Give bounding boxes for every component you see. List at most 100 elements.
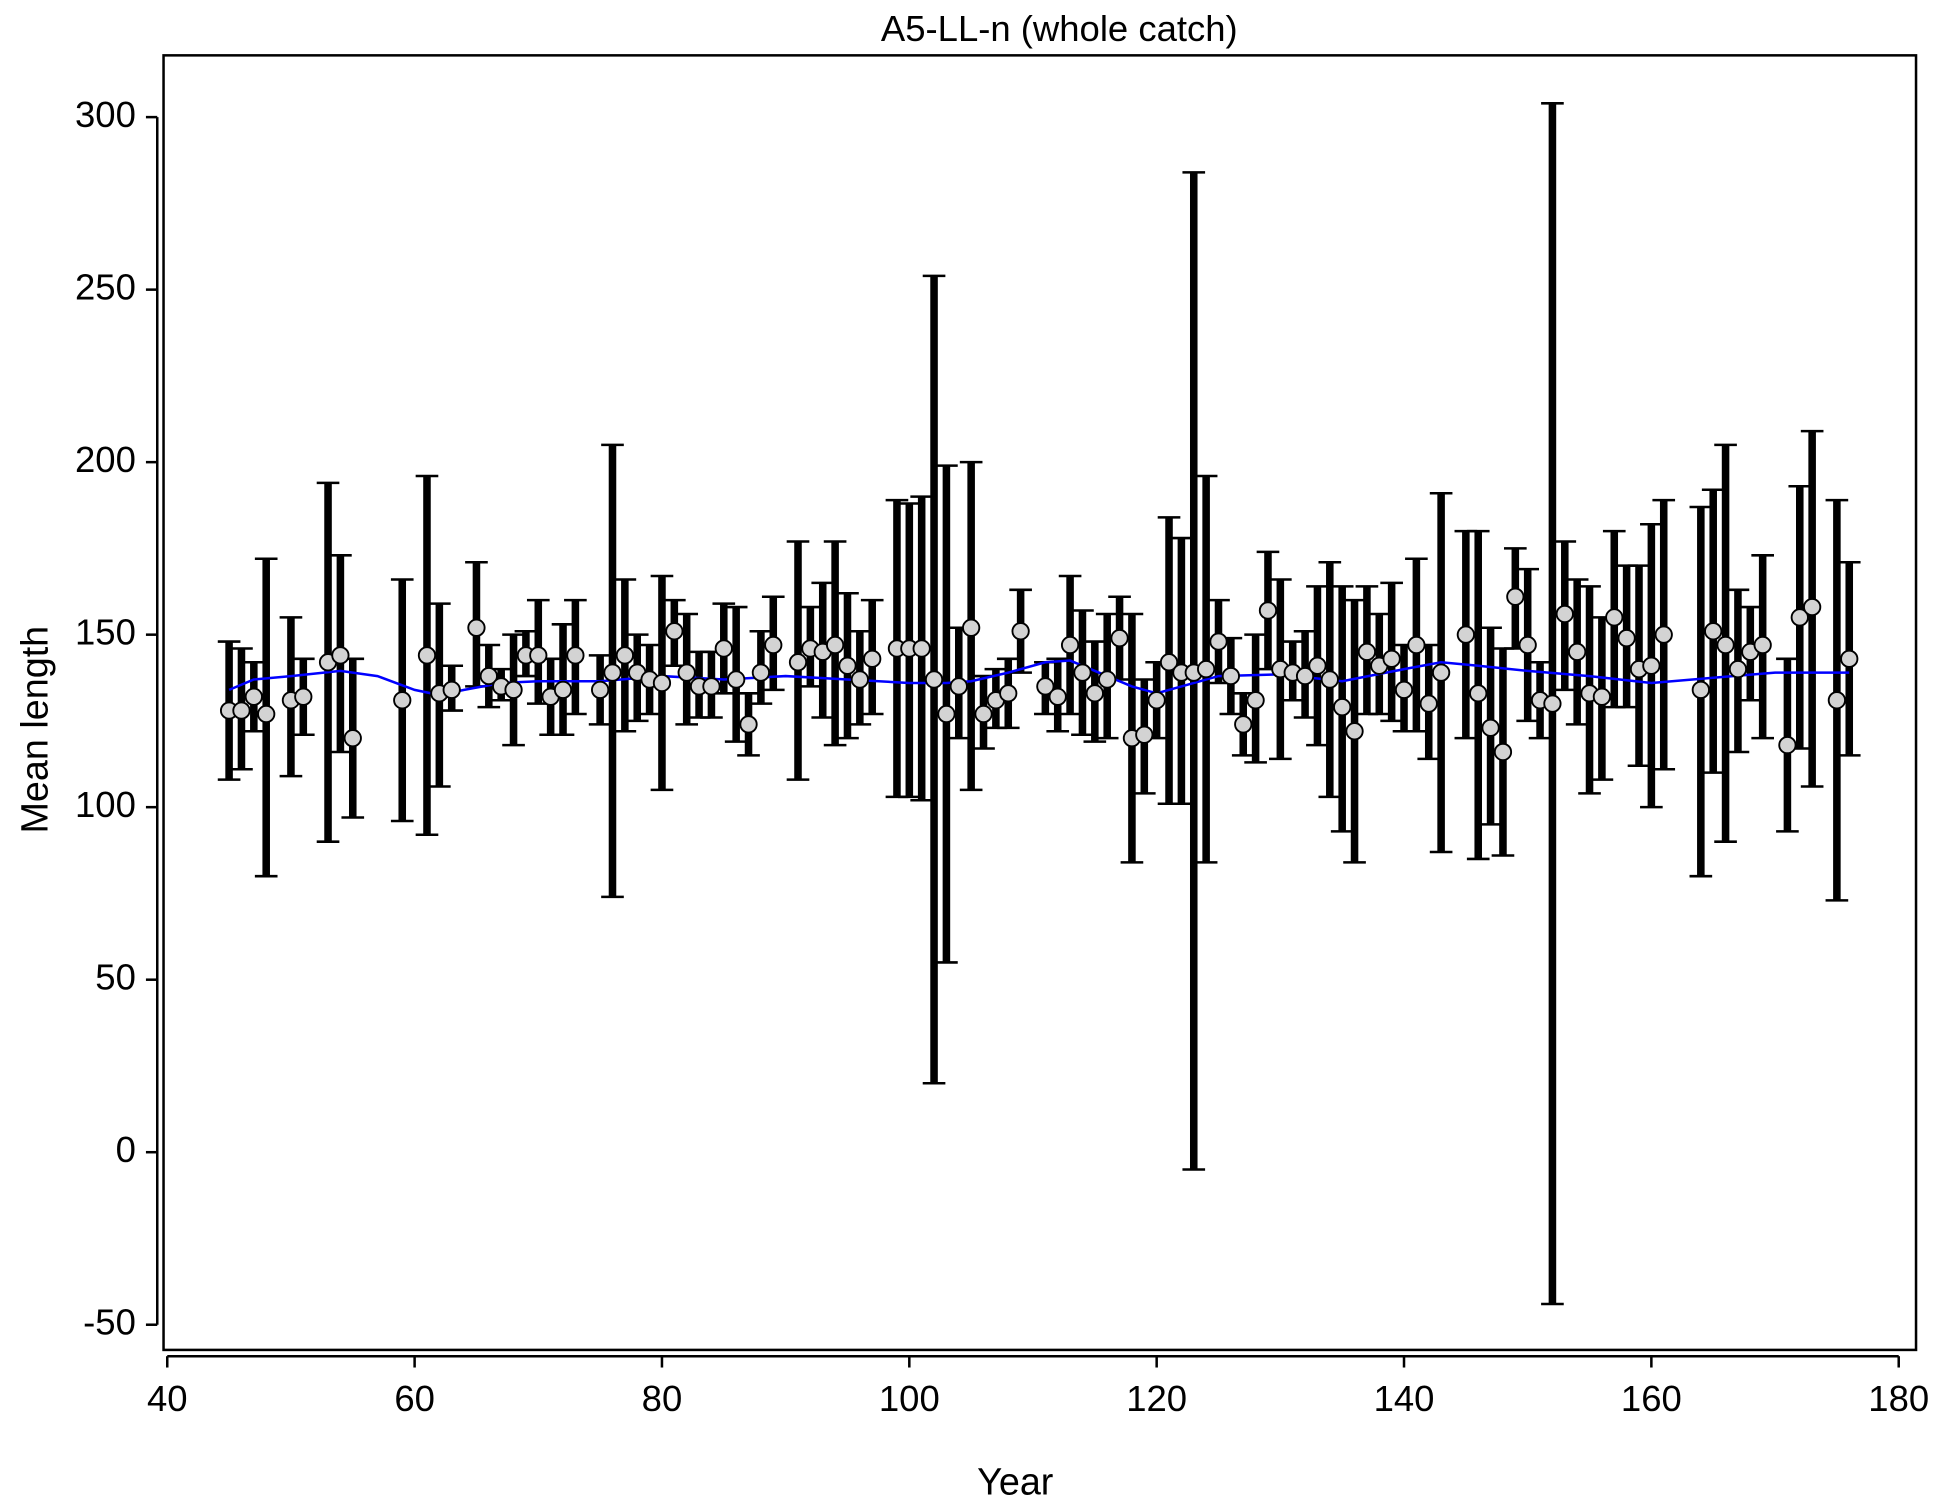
mean-point xyxy=(1345,722,1364,741)
mean-point xyxy=(850,670,869,689)
mean-point xyxy=(949,677,968,696)
mean-point xyxy=(739,715,758,734)
x-tick-label: 100 xyxy=(879,1378,940,1419)
y-tick-label: 0 xyxy=(116,1129,136,1170)
mean-point xyxy=(591,680,610,699)
mean-point xyxy=(1159,653,1179,672)
mean-point xyxy=(974,704,993,724)
mean-point xyxy=(1778,735,1797,755)
mean-point xyxy=(863,649,882,668)
y-tick-label: 250 xyxy=(75,266,136,307)
mean-point xyxy=(1011,622,1030,641)
x-axis-label: Year xyxy=(977,1460,1053,1500)
mean-point xyxy=(912,639,931,658)
y-tick-label: 100 xyxy=(75,784,136,825)
mean-point xyxy=(442,680,461,699)
mean-point xyxy=(1456,625,1475,644)
mean-point xyxy=(417,646,437,665)
mean-point xyxy=(1197,660,1216,679)
mean-point xyxy=(727,670,746,689)
mean-point xyxy=(1147,691,1166,710)
mean-point xyxy=(1642,656,1661,675)
mean-point xyxy=(1592,687,1612,706)
mean-point xyxy=(714,639,733,658)
x-tick-label: 40 xyxy=(147,1378,188,1419)
mean-point xyxy=(937,704,956,724)
plot-frame xyxy=(162,54,1918,1352)
x-tick-label: 120 xyxy=(1126,1378,1187,1419)
mean-point xyxy=(1753,635,1772,655)
x-tick-label: 180 xyxy=(1868,1378,1929,1419)
mean-point xyxy=(652,673,672,693)
mean-point xyxy=(665,622,684,641)
mean-point xyxy=(1568,642,1587,662)
mean-point xyxy=(1407,635,1426,655)
mean-point xyxy=(1481,718,1500,737)
mean-point xyxy=(1048,687,1067,706)
mean-point xyxy=(393,691,412,710)
mean-point xyxy=(1704,622,1723,641)
mean-point xyxy=(1209,632,1228,651)
y-tick-label: 150 xyxy=(75,611,136,652)
mean-point xyxy=(1716,635,1735,655)
mean-point xyxy=(1036,677,1055,696)
mean-point xyxy=(924,670,944,689)
mean-point xyxy=(1790,608,1809,627)
x-tick-label: 60 xyxy=(394,1378,435,1419)
mean-point xyxy=(479,666,498,686)
mean-point xyxy=(788,653,808,672)
y-tick-label: 50 xyxy=(95,956,136,997)
mean-point xyxy=(343,729,362,748)
mean-point xyxy=(1555,604,1574,624)
mean-point xyxy=(615,646,634,665)
mean-point xyxy=(1431,663,1451,682)
mean-point xyxy=(1518,635,1537,655)
mean-point xyxy=(603,663,622,682)
mean-point xyxy=(962,618,981,637)
mean-point xyxy=(677,663,696,682)
mean-point xyxy=(764,635,783,655)
mean-point xyxy=(1728,660,1748,679)
mean-point xyxy=(1605,608,1624,627)
chart-title: A5-LL-n (whole catch) xyxy=(881,8,1238,49)
mean-point xyxy=(1221,666,1240,686)
mean-point xyxy=(999,684,1018,703)
x-tick-label: 80 xyxy=(642,1378,683,1419)
mean-point xyxy=(566,646,585,665)
mean-point xyxy=(1691,680,1710,699)
mean-point xyxy=(1110,628,1129,648)
mean-point xyxy=(1840,649,1859,668)
mean-point xyxy=(1098,670,1117,689)
mean-point xyxy=(1382,649,1401,668)
mean-point xyxy=(467,618,486,637)
mean-point xyxy=(1827,691,1847,710)
mean-point xyxy=(232,701,251,720)
mean-point xyxy=(1234,715,1253,734)
y-tick-label: -50 xyxy=(83,1301,136,1342)
y-tick-label: 200 xyxy=(75,439,136,480)
mean-point xyxy=(1357,642,1377,662)
mean-point xyxy=(751,663,771,682)
mean-point xyxy=(553,680,573,699)
mean-point xyxy=(257,704,276,724)
mean-point xyxy=(702,677,721,696)
mean-point xyxy=(1258,601,1278,620)
mean-point xyxy=(1469,684,1488,703)
mean-point xyxy=(1073,663,1092,682)
mean-point xyxy=(1246,691,1265,710)
mean-point xyxy=(1654,625,1673,644)
mean-point xyxy=(838,656,857,675)
mean-point xyxy=(1617,628,1636,648)
mean-point xyxy=(1803,597,1822,617)
mean-point xyxy=(244,687,263,706)
mean-point xyxy=(1333,697,1352,717)
mean-point xyxy=(331,646,350,665)
mean-point xyxy=(1543,694,1562,713)
mean-point xyxy=(1320,670,1339,689)
y-tick-label: 300 xyxy=(75,94,136,135)
mean-point xyxy=(1493,742,1513,762)
mean-point xyxy=(1419,694,1438,713)
mean-point xyxy=(294,687,313,706)
mean-point xyxy=(1506,587,1525,606)
